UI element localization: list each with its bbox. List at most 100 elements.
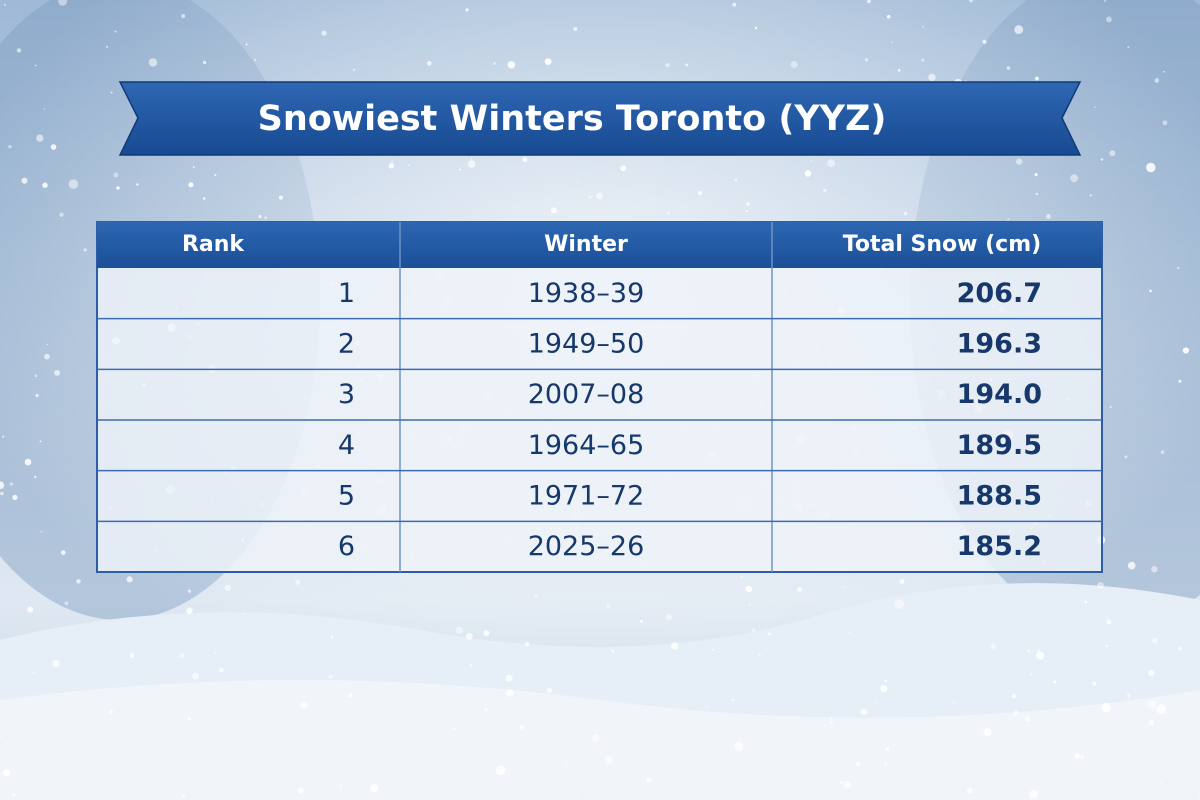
snowflake (34, 374, 37, 378)
snowflake (1074, 753, 1081, 759)
title-banner (118, 81, 1082, 156)
snowflake (43, 107, 46, 110)
cell: 185.2 (957, 531, 1042, 562)
snowflake (830, 721, 834, 724)
snowflake (129, 652, 135, 658)
snowflake (745, 585, 753, 593)
snowflake (564, 763, 568, 767)
snowflake (484, 707, 488, 712)
snowflake (470, 157, 473, 160)
snow-drift (0, 680, 1200, 800)
snowflake (1109, 150, 1116, 157)
snowflake (50, 144, 57, 150)
snowflake (1084, 600, 1088, 604)
snowflake (507, 61, 516, 69)
snowflake (1124, 455, 1128, 459)
snowflake (340, 784, 343, 787)
snowflake (458, 168, 461, 171)
snowflake (746, 202, 750, 206)
snowflake (754, 26, 758, 30)
snowflake (300, 701, 308, 709)
snowflake (952, 700, 955, 704)
snowflake (9, 482, 14, 486)
snowflake (44, 353, 50, 360)
snowflake (1178, 379, 1182, 383)
snowflake (575, 794, 578, 797)
snowflake (912, 219, 915, 222)
snowflake (224, 584, 232, 592)
cell: 2025–26 (528, 531, 645, 562)
snowflake (465, 632, 473, 640)
snowflake (1109, 406, 1112, 408)
column-header: Total Snow (cm) (843, 232, 1041, 257)
snowflake (954, 662, 956, 664)
snowflake (763, 736, 766, 739)
cell: 1964–65 (528, 430, 645, 461)
snowflake (767, 632, 772, 636)
snowflake (731, 698, 734, 701)
cell: 5 (338, 481, 355, 512)
snowflake (983, 728, 992, 737)
snowflake (1014, 25, 1024, 35)
snowflake (113, 172, 119, 178)
snowflake (12, 494, 18, 501)
snowflake (188, 182, 194, 188)
snowflake (1106, 619, 1112, 625)
snowflake (1066, 583, 1069, 585)
snowflake (181, 13, 186, 19)
snowflake (1030, 673, 1033, 676)
snowflake (0, 481, 5, 489)
snowflake (522, 157, 528, 163)
snowflake (35, 393, 39, 397)
snowflake (114, 30, 117, 33)
snowflake (116, 186, 120, 190)
snowflake (646, 776, 652, 783)
snowflake (588, 195, 592, 200)
snowflake (1178, 646, 1182, 651)
snowflake (179, 653, 185, 659)
snowflake (1148, 719, 1155, 726)
snowflake (1035, 76, 1039, 81)
snowflake (796, 586, 802, 592)
snowflake (8, 144, 12, 149)
snowflake (391, 160, 394, 163)
snowflake (903, 211, 908, 216)
snowflake (148, 58, 158, 67)
snowflake (105, 45, 109, 48)
snowflake (1152, 638, 1158, 644)
table-header (97, 222, 1102, 268)
snowflake (1126, 693, 1132, 698)
snowflake (864, 58, 869, 62)
snowflake (1015, 158, 1023, 165)
cell: 1971–72 (528, 481, 645, 512)
snowflake (1037, 649, 1040, 653)
cell: 194.0 (957, 379, 1042, 410)
snowflake (181, 794, 186, 799)
snowflake (1092, 681, 1097, 686)
cell: 1 (338, 278, 355, 309)
snowflake (40, 530, 43, 533)
snowflake (734, 178, 738, 182)
snowflake (921, 762, 923, 764)
table: Rank Winter Total Snow (cm) 1 1938–39 206.7 2 1… (96, 221, 1103, 573)
snowflake (880, 685, 888, 693)
snowflake (611, 649, 615, 653)
snowflake (1146, 162, 1156, 173)
snowflake (110, 91, 113, 94)
cell: 1938–39 (528, 278, 645, 309)
snowflake (866, 0, 872, 4)
snowflake (192, 672, 200, 680)
snowflake (899, 578, 905, 584)
snowflake (34, 64, 37, 67)
snowflake (732, 2, 737, 7)
snowflake (52, 659, 60, 668)
snowflake (1132, 774, 1135, 777)
snowflake (967, 788, 973, 794)
snowflake (54, 370, 61, 376)
snowflake (202, 197, 206, 200)
snowflake (897, 68, 901, 72)
snowflake (667, 211, 670, 215)
snowflake (467, 160, 476, 168)
snowflake (1104, 0, 1107, 3)
